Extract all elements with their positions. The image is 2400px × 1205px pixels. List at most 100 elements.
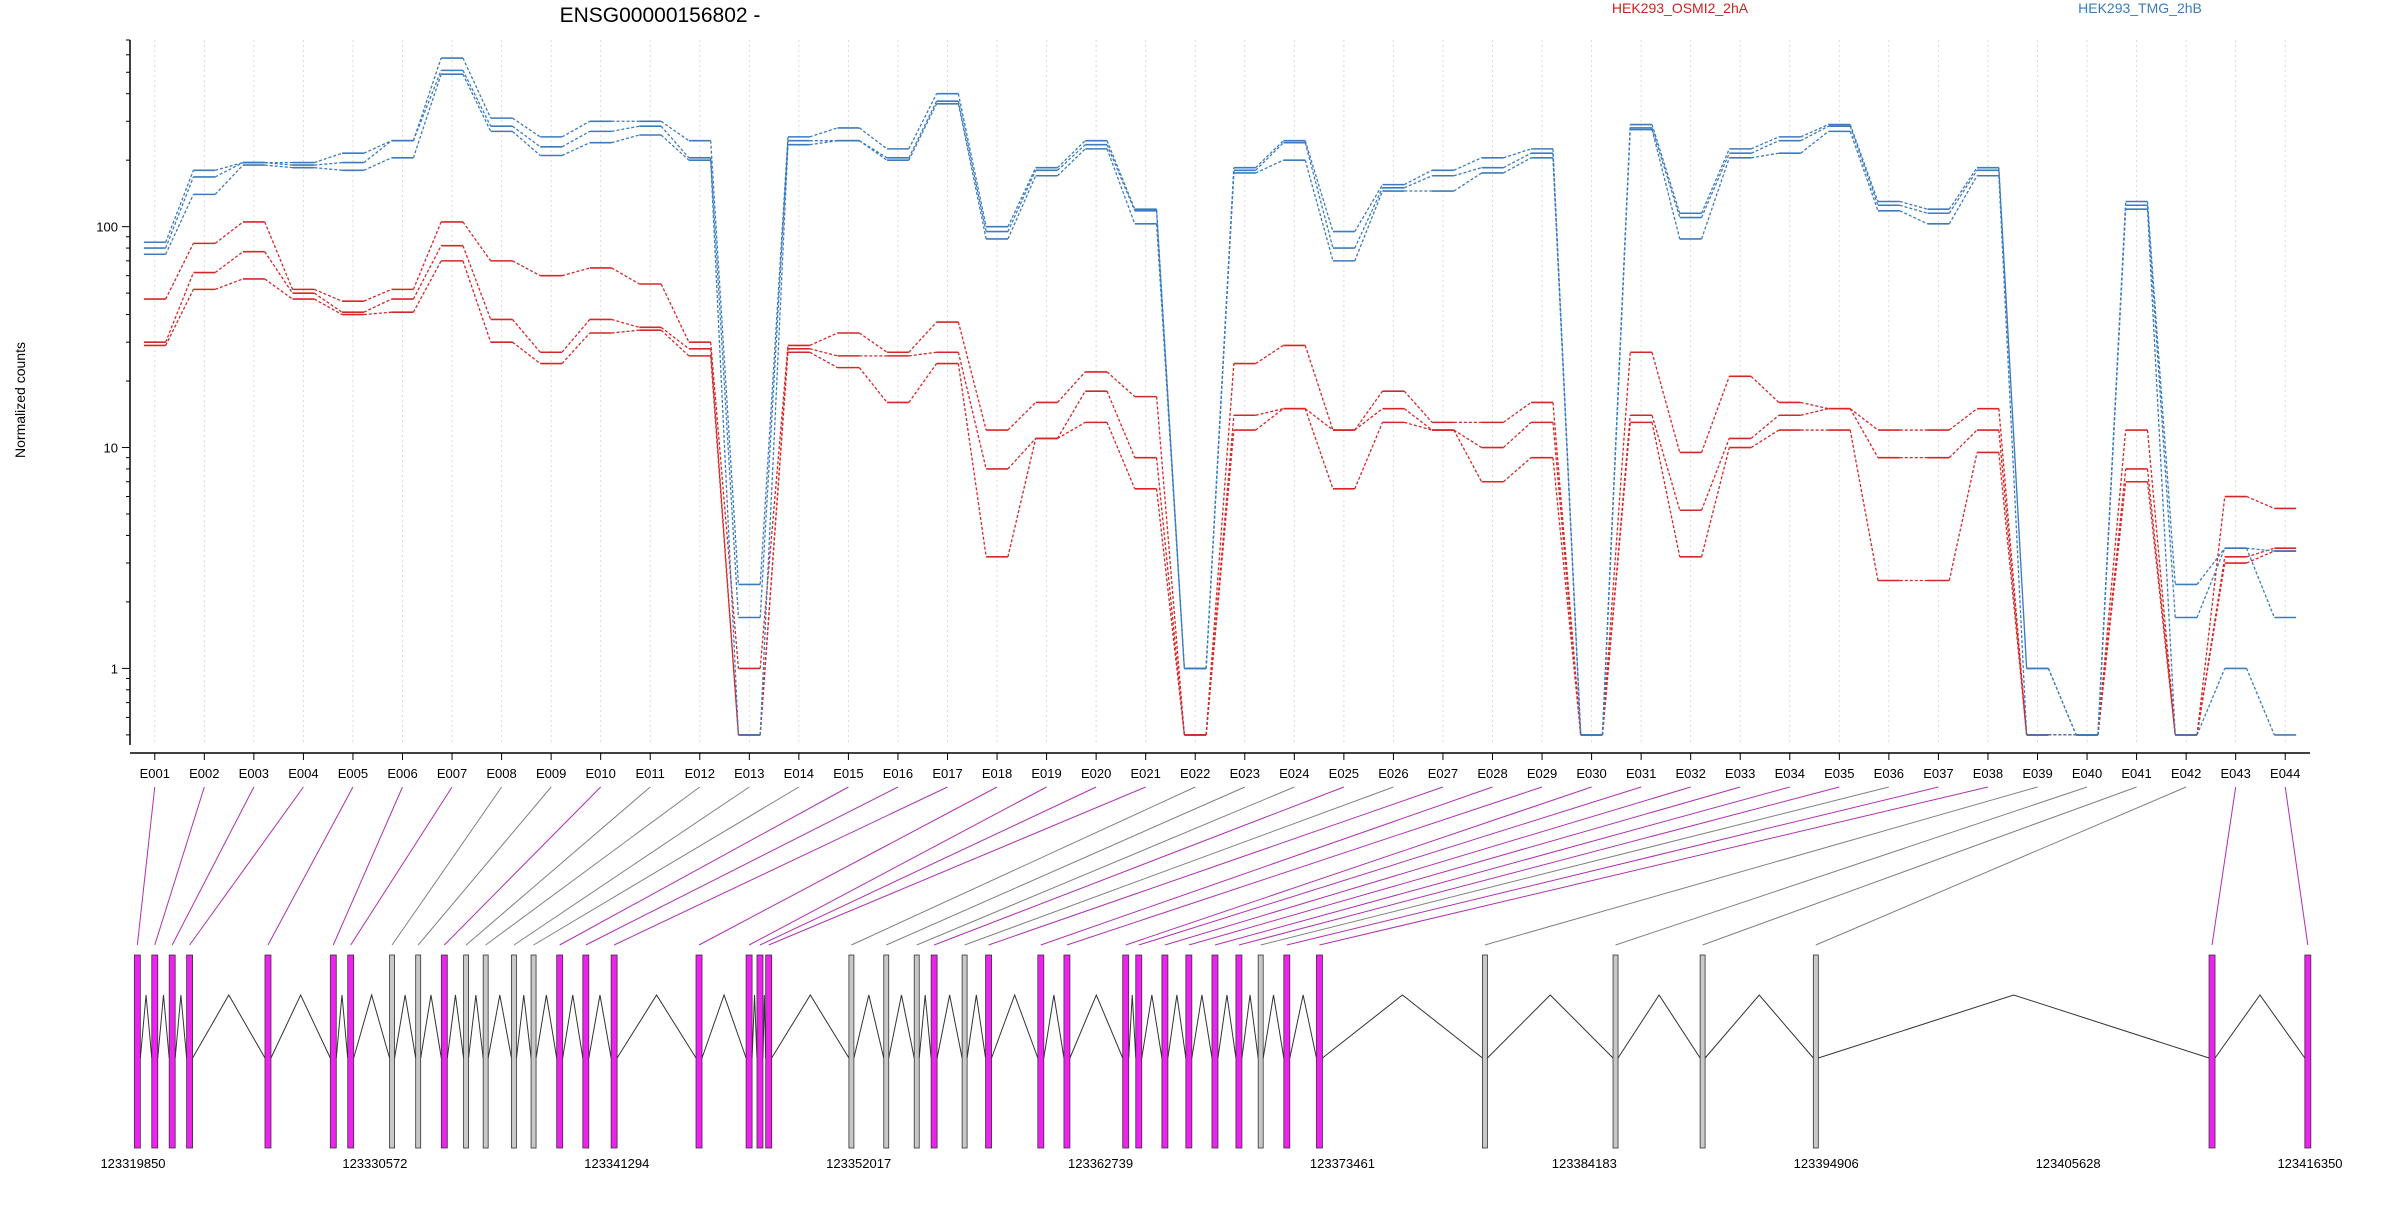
series-connector bbox=[1800, 130, 1829, 154]
series-connector bbox=[512, 341, 541, 365]
series-connector bbox=[1106, 390, 1136, 458]
intron-line bbox=[353, 993, 391, 1059]
series-connector bbox=[561, 130, 591, 148]
series-layer bbox=[143, 57, 2297, 736]
series-connector bbox=[1651, 129, 1681, 240]
exon-connector bbox=[613, 786, 948, 946]
exon-label: E014 bbox=[784, 766, 814, 781]
intron-line bbox=[1289, 994, 1317, 1059]
series-line bbox=[143, 221, 2297, 736]
series-connector bbox=[2146, 481, 2176, 735]
series-connector bbox=[1057, 371, 1086, 403]
legend-item-osmi2: HEK293_OSMI2_2hA bbox=[1612, 0, 1749, 16]
exon-connector bbox=[1164, 786, 1691, 946]
series-connector bbox=[363, 288, 392, 302]
series-connector bbox=[1404, 169, 1433, 186]
exon-connector bbox=[154, 786, 205, 946]
series-connector bbox=[1453, 172, 1482, 192]
intron-line bbox=[1043, 994, 1065, 1059]
series-connector bbox=[1255, 142, 1284, 171]
exon-label: E035 bbox=[1824, 766, 1854, 781]
exon-connector bbox=[465, 786, 651, 946]
series-connector bbox=[1849, 429, 1879, 581]
exon-label: E027 bbox=[1428, 766, 1458, 781]
exon-label: E015 bbox=[833, 766, 863, 781]
series-connector bbox=[1750, 140, 1780, 154]
series-connector bbox=[1007, 437, 1037, 470]
coordinate-label: 123330572 bbox=[342, 1156, 407, 1171]
exon-block bbox=[463, 954, 469, 1149]
series-connector bbox=[2245, 668, 2275, 736]
intron-line bbox=[1069, 993, 1124, 1059]
series-connector bbox=[412, 260, 442, 313]
series-connector bbox=[1849, 131, 1879, 211]
series-connector bbox=[1948, 408, 1978, 431]
series-connector bbox=[1453, 167, 1482, 177]
exon-label: E002 bbox=[189, 766, 219, 781]
exon-label: E036 bbox=[1874, 766, 1904, 781]
series-connector bbox=[1155, 396, 1185, 735]
connector-layer bbox=[136, 786, 2309, 946]
exon-connector bbox=[1815, 786, 2187, 946]
intron-line bbox=[936, 994, 963, 1059]
series-connector bbox=[2097, 209, 2127, 735]
exon-label: E028 bbox=[1477, 766, 1507, 781]
series-connector bbox=[2196, 668, 2226, 736]
series-connector bbox=[462, 73, 492, 132]
series-connector bbox=[809, 140, 838, 146]
series-connector bbox=[2146, 205, 2176, 618]
series-connector bbox=[1056, 390, 1086, 439]
series-connector bbox=[363, 157, 392, 171]
series-connector bbox=[957, 93, 987, 227]
intron-line bbox=[918, 994, 932, 1059]
series-connector bbox=[561, 267, 590, 277]
series-connector bbox=[1057, 421, 1086, 439]
series-connector bbox=[1552, 157, 1582, 735]
exon-connector bbox=[1286, 786, 1939, 946]
grid-layer bbox=[154, 40, 2286, 745]
exon-label: E003 bbox=[239, 766, 269, 781]
series-connector bbox=[1651, 415, 1681, 511]
exon-connector bbox=[748, 786, 1047, 946]
gene-model: 123319850 123330572 123341294 123352017 1233… bbox=[100, 954, 2343, 1171]
exon-block bbox=[133, 954, 141, 1149]
exon-label: E024 bbox=[1279, 766, 1309, 781]
exon-label: E006 bbox=[387, 766, 417, 781]
exon-block bbox=[482, 954, 489, 1149]
intron-line bbox=[771, 994, 850, 1059]
exon-block bbox=[1812, 954, 1819, 1149]
series-connector bbox=[957, 352, 987, 470]
series-connector bbox=[412, 245, 442, 300]
exon-label: E038 bbox=[1973, 766, 2003, 781]
series-line bbox=[143, 73, 2297, 736]
series-connector bbox=[511, 319, 541, 353]
series-connector bbox=[1057, 148, 1086, 177]
exon-block bbox=[1699, 954, 1706, 1149]
intron-line bbox=[762, 994, 767, 1059]
exon-connector bbox=[1615, 786, 2088, 946]
series-connector bbox=[314, 288, 343, 302]
series-connector bbox=[1998, 175, 2028, 735]
series-connector bbox=[1304, 408, 1334, 490]
series-connector bbox=[165, 194, 195, 255]
intron-line bbox=[1141, 994, 1163, 1059]
series-connector bbox=[512, 117, 541, 138]
series-connector bbox=[1453, 157, 1482, 171]
coordinate-label: 123405628 bbox=[2036, 1156, 2101, 1171]
series-connector bbox=[1205, 363, 1235, 735]
exon-block bbox=[848, 954, 855, 1149]
series-connector bbox=[1651, 124, 1681, 214]
series-connector bbox=[1750, 375, 1780, 403]
series-connector bbox=[2047, 668, 2077, 736]
exon-block bbox=[1316, 954, 1323, 1149]
series-connector bbox=[2196, 547, 2226, 585]
series-connector bbox=[1255, 408, 1284, 416]
series-connector bbox=[1998, 452, 2028, 735]
exon-block bbox=[765, 954, 773, 1149]
series-connector bbox=[314, 167, 343, 171]
series-connector bbox=[759, 140, 789, 618]
series-connector bbox=[1106, 148, 1136, 225]
exon-block bbox=[582, 954, 590, 1149]
series-connector bbox=[165, 176, 195, 249]
